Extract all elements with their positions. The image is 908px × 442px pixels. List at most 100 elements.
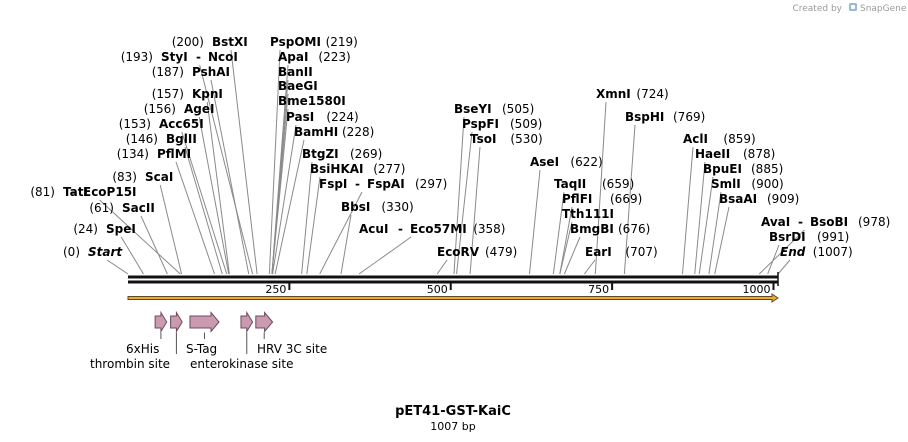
- site-agei: (156) AgeI: [144, 102, 215, 116]
- site-join-dash: -: [798, 215, 803, 229]
- site-name: TsoI: [470, 132, 496, 146]
- site-asei: (622) AseI: [530, 155, 603, 169]
- site-position: (219): [326, 35, 358, 49]
- feature-arrow: [240, 310, 254, 334]
- site-position: (900): [751, 177, 783, 191]
- site-leader-line: [268, 49, 281, 275]
- site-name: SmlI: [711, 177, 741, 191]
- site-pshai: (187) PshAI: [152, 65, 230, 79]
- site-name-joined: BsoBI: [810, 215, 848, 229]
- site-leader-line: [358, 236, 412, 275]
- site-leader-line: [681, 146, 694, 275]
- site-xmni: (724) XmnI: [596, 87, 669, 101]
- site-leader-line: [714, 206, 730, 275]
- feature-arrow: [170, 310, 183, 334]
- site-leader-line: [206, 101, 230, 275]
- site-name: AvaI: [761, 215, 790, 229]
- site-leader-line: [199, 64, 254, 275]
- site-position: (885): [751, 162, 783, 176]
- site-leader-line: [140, 215, 168, 275]
- site-position: (878): [743, 147, 775, 161]
- site-leader-line: [552, 191, 565, 275]
- site-btgzi: (269) BtgZI: [302, 147, 382, 161]
- site-bamhi: (228) BamHI: [294, 125, 374, 139]
- site-bsrdi: (991) BsrDI: [769, 230, 849, 244]
- site-position: (269): [350, 147, 382, 161]
- site-position: (200): [172, 35, 204, 49]
- site-name: BsrDI: [769, 230, 806, 244]
- site-leader-line: [99, 199, 181, 275]
- feature-6xhis: 6xHis: [126, 310, 168, 356]
- site-join-dash: -: [398, 222, 403, 236]
- site-position: (859): [723, 132, 755, 146]
- site-bsihkai: (277) BsiHKAI: [310, 162, 405, 176]
- site-name: Acc65I: [159, 117, 204, 131]
- site-bmgbi: (676) BmgBI: [570, 222, 650, 236]
- site-leader-line: [184, 146, 223, 275]
- feature-arrow: [154, 310, 168, 334]
- sequence-backbone: [128, 272, 779, 286]
- site-pspfi: (509) PspFI: [462, 117, 542, 131]
- site-leader-line: [456, 131, 473, 275]
- ruler-tick-label: 250: [265, 283, 286, 296]
- site-name: BglII: [166, 132, 197, 146]
- feature-s-tag: S-Tag: [186, 311, 220, 356]
- snapgene-credit: Created by SnapGene: [792, 3, 907, 14]
- site-name-joined: NcoI: [208, 50, 238, 64]
- feature-label: enterokinase site: [190, 357, 293, 371]
- site-name: BseYI: [454, 102, 492, 116]
- site-name: PspFI: [462, 117, 499, 131]
- site-name: PasI: [286, 110, 314, 124]
- site-name: EcoRV: [437, 245, 480, 259]
- site-haeii: (878) HaeII: [695, 147, 775, 161]
- site-position: (61): [89, 201, 114, 215]
- site-leader-line: [453, 116, 465, 275]
- feature-label: S-Tag: [186, 342, 217, 356]
- site-position: (1007): [813, 245, 853, 259]
- orf-arrow-shape: [127, 293, 779, 303]
- site-leader-line: [436, 259, 448, 275]
- site-leader-line: [175, 161, 215, 275]
- site-leader-line: [271, 108, 289, 275]
- site-name: ApaI: [278, 50, 308, 64]
- site-leader-line: [159, 184, 183, 275]
- site-labels: (0) Start(24) SpeI(61) SacII(81) TatI- EcoP15…: [30, 35, 890, 259]
- site-leader-line: [319, 191, 363, 275]
- site-name: BpuEI: [703, 162, 742, 176]
- site-position: (156): [144, 102, 176, 116]
- ruler: 250 500 750 1000: [265, 282, 775, 296]
- site-position: (223): [318, 50, 350, 64]
- site-name: AgeI: [184, 102, 214, 116]
- site-name: BstXI: [212, 35, 248, 49]
- snapgene-logo-icon: [849, 3, 857, 11]
- site-position: (978): [858, 215, 890, 229]
- site-end: (1007) End: [780, 245, 853, 259]
- site-bme1580i: Bme1580I: [278, 94, 346, 108]
- site-taqii: (659) TaqII: [554, 177, 634, 191]
- site-position: (676): [618, 222, 650, 236]
- site-position: (659): [602, 177, 634, 191]
- site-styi: (193) StyI - NcoI: [121, 50, 238, 64]
- site-name: BmgBI: [570, 222, 614, 236]
- site-name-joined: Eco57MI: [410, 222, 467, 236]
- site-acli: (859) AclI: [683, 132, 756, 146]
- site-tsoi: (530) TsoI: [470, 132, 543, 146]
- site-position: (724): [636, 87, 668, 101]
- site-bsphi: (769) BspHI: [625, 110, 705, 124]
- credit-brand: SnapGene: [860, 4, 907, 14]
- site-start: (0) Start: [63, 245, 123, 259]
- site-position: (909): [767, 192, 799, 206]
- site-eari: (707) EarI: [585, 245, 658, 259]
- site-banii: BanII: [278, 65, 313, 79]
- site-leader-line: [198, 116, 230, 275]
- site-position: (187): [152, 65, 184, 79]
- site-name: StyI: [161, 50, 188, 64]
- feature-label: 6xHis: [126, 342, 159, 356]
- site-leader-line: [708, 191, 722, 275]
- site-pspomi: (219) PspOMI: [270, 35, 358, 49]
- site-position: (509): [510, 117, 542, 131]
- site-position: (991): [817, 230, 849, 244]
- site-name: HaeII: [695, 147, 730, 161]
- site-name: BanII: [278, 65, 313, 79]
- site-scai: (83) ScaI: [112, 170, 173, 184]
